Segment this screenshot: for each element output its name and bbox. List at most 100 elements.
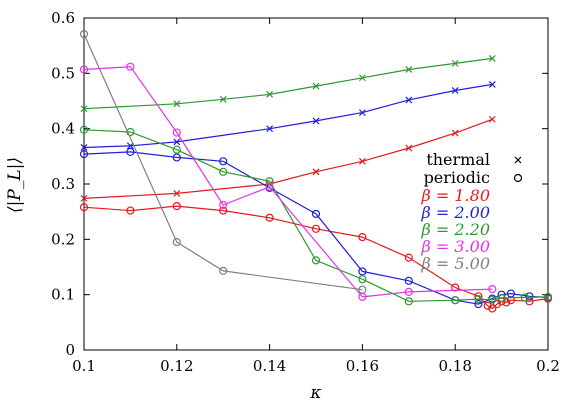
data-point-circle bbox=[219, 206, 228, 215]
x-tick-label: 0.14 bbox=[253, 357, 286, 375]
data-point-cross bbox=[405, 66, 413, 73]
data-point-circle bbox=[474, 292, 483, 301]
data-point-cross bbox=[451, 129, 459, 137]
data-point-circle bbox=[172, 153, 181, 162]
data-point-circle bbox=[79, 125, 89, 134]
data-point-circle bbox=[265, 177, 274, 186]
series-line bbox=[83, 57, 493, 110]
data-point-circle bbox=[543, 292, 553, 301]
legend-series-label: β = 5.00 bbox=[421, 254, 490, 273]
data-point-cross bbox=[405, 96, 413, 104]
cross-stroke bbox=[173, 138, 181, 146]
cross-stroke bbox=[173, 100, 181, 108]
cross-stroke bbox=[80, 194, 88, 202]
data-point-circle bbox=[311, 256, 321, 265]
data-point-circle bbox=[79, 150, 89, 159]
legend-periodic-label: periodic bbox=[424, 168, 490, 187]
cross-stroke bbox=[358, 109, 366, 117]
data-point-circle bbox=[502, 298, 511, 307]
cross-stroke bbox=[451, 87, 459, 94]
data-point-circle bbox=[126, 62, 135, 71]
data-point-circle bbox=[219, 167, 228, 176]
data-point-circle bbox=[311, 224, 321, 233]
cross-stroke bbox=[358, 74, 366, 82]
data-point-circle bbox=[79, 29, 89, 39]
cross-stroke bbox=[451, 59, 459, 67]
y-tick-label: 0.6 bbox=[51, 9, 75, 27]
series-line bbox=[83, 66, 493, 298]
data-point-cross bbox=[358, 157, 366, 165]
data-point-cross bbox=[488, 80, 496, 88]
data-point-cross bbox=[80, 144, 88, 151]
data-point-circle bbox=[219, 200, 228, 210]
x-tick-label: 0.12 bbox=[160, 357, 193, 375]
y-tick-label: 0.1 bbox=[51, 286, 75, 304]
data-point-circle bbox=[474, 299, 483, 309]
data-point-circle bbox=[172, 145, 181, 154]
y-tick-label: 0.5 bbox=[51, 64, 75, 82]
data-point-cross bbox=[358, 74, 366, 82]
data-point-circle bbox=[404, 276, 413, 285]
cross-stroke bbox=[80, 105, 88, 113]
cross-stroke bbox=[266, 90, 274, 98]
data-point-cross bbox=[451, 59, 459, 67]
data-point-circle bbox=[265, 182, 274, 191]
data-point-circle bbox=[506, 289, 515, 298]
data-point-circle bbox=[451, 283, 460, 292]
series-line bbox=[83, 33, 363, 291]
data-point-cross bbox=[219, 95, 227, 103]
data-point-circle bbox=[172, 202, 181, 211]
data-point-circle bbox=[126, 127, 135, 137]
cross-stroke bbox=[312, 168, 320, 176]
cross-stroke bbox=[80, 144, 88, 151]
data-point-circle bbox=[126, 147, 135, 157]
cross-stroke bbox=[219, 95, 227, 103]
x-tick-label: 0.1 bbox=[72, 357, 96, 375]
data-point-cross bbox=[80, 105, 88, 113]
data-point-circle bbox=[311, 209, 321, 218]
legend-series-label: β = 2.00 bbox=[421, 203, 490, 222]
cross-stroke bbox=[405, 96, 413, 104]
data-point-circle bbox=[404, 287, 413, 296]
data-point-circle bbox=[404, 297, 413, 306]
cross-stroke bbox=[488, 80, 496, 88]
cross-stroke bbox=[312, 117, 320, 125]
cross-stroke bbox=[312, 82, 320, 90]
data-point-circle bbox=[404, 253, 413, 262]
cross-stroke bbox=[405, 66, 413, 73]
data-point-circle bbox=[79, 65, 89, 74]
data-point-circle bbox=[172, 238, 181, 247]
data-point-circle bbox=[358, 275, 367, 284]
data-point-circle bbox=[451, 296, 460, 305]
cross-stroke bbox=[514, 156, 522, 164]
data-point-cross bbox=[358, 109, 366, 117]
cross-stroke bbox=[266, 125, 274, 133]
data-point-circle bbox=[172, 128, 181, 137]
data-point-circle bbox=[219, 157, 228, 166]
legend-series-label: β = 2.20 bbox=[421, 220, 490, 239]
legend-series-label: β = 3.00 bbox=[421, 237, 490, 256]
data-point-circle bbox=[488, 304, 497, 313]
data-point-cross bbox=[312, 168, 320, 176]
data-point-cross bbox=[451, 87, 459, 94]
cross-stroke bbox=[173, 189, 181, 197]
data-point-circle bbox=[358, 285, 367, 294]
data-point-circle bbox=[497, 293, 506, 303]
x-tick-label: 0.18 bbox=[438, 357, 471, 375]
data-point-cross bbox=[173, 138, 181, 146]
axis-ticks: 0.1 0.12 0.14 0.16 0.18 0.200.10.20.30.40.50.… bbox=[51, 9, 560, 375]
y-tick-label: 0 bbox=[65, 341, 75, 359]
y-tick-label: 0.4 bbox=[51, 120, 75, 138]
series-line bbox=[83, 118, 493, 199]
data-point-circle bbox=[126, 206, 135, 215]
data-point-circle bbox=[520, 293, 529, 302]
data-point-cross bbox=[488, 54, 496, 62]
series-line bbox=[83, 205, 549, 310]
data-point-circle bbox=[265, 213, 274, 222]
data-point-cross bbox=[266, 90, 274, 98]
data-point-circle bbox=[525, 292, 534, 301]
data-point-cross bbox=[488, 115, 496, 123]
legend-thermal-marker bbox=[514, 156, 522, 164]
